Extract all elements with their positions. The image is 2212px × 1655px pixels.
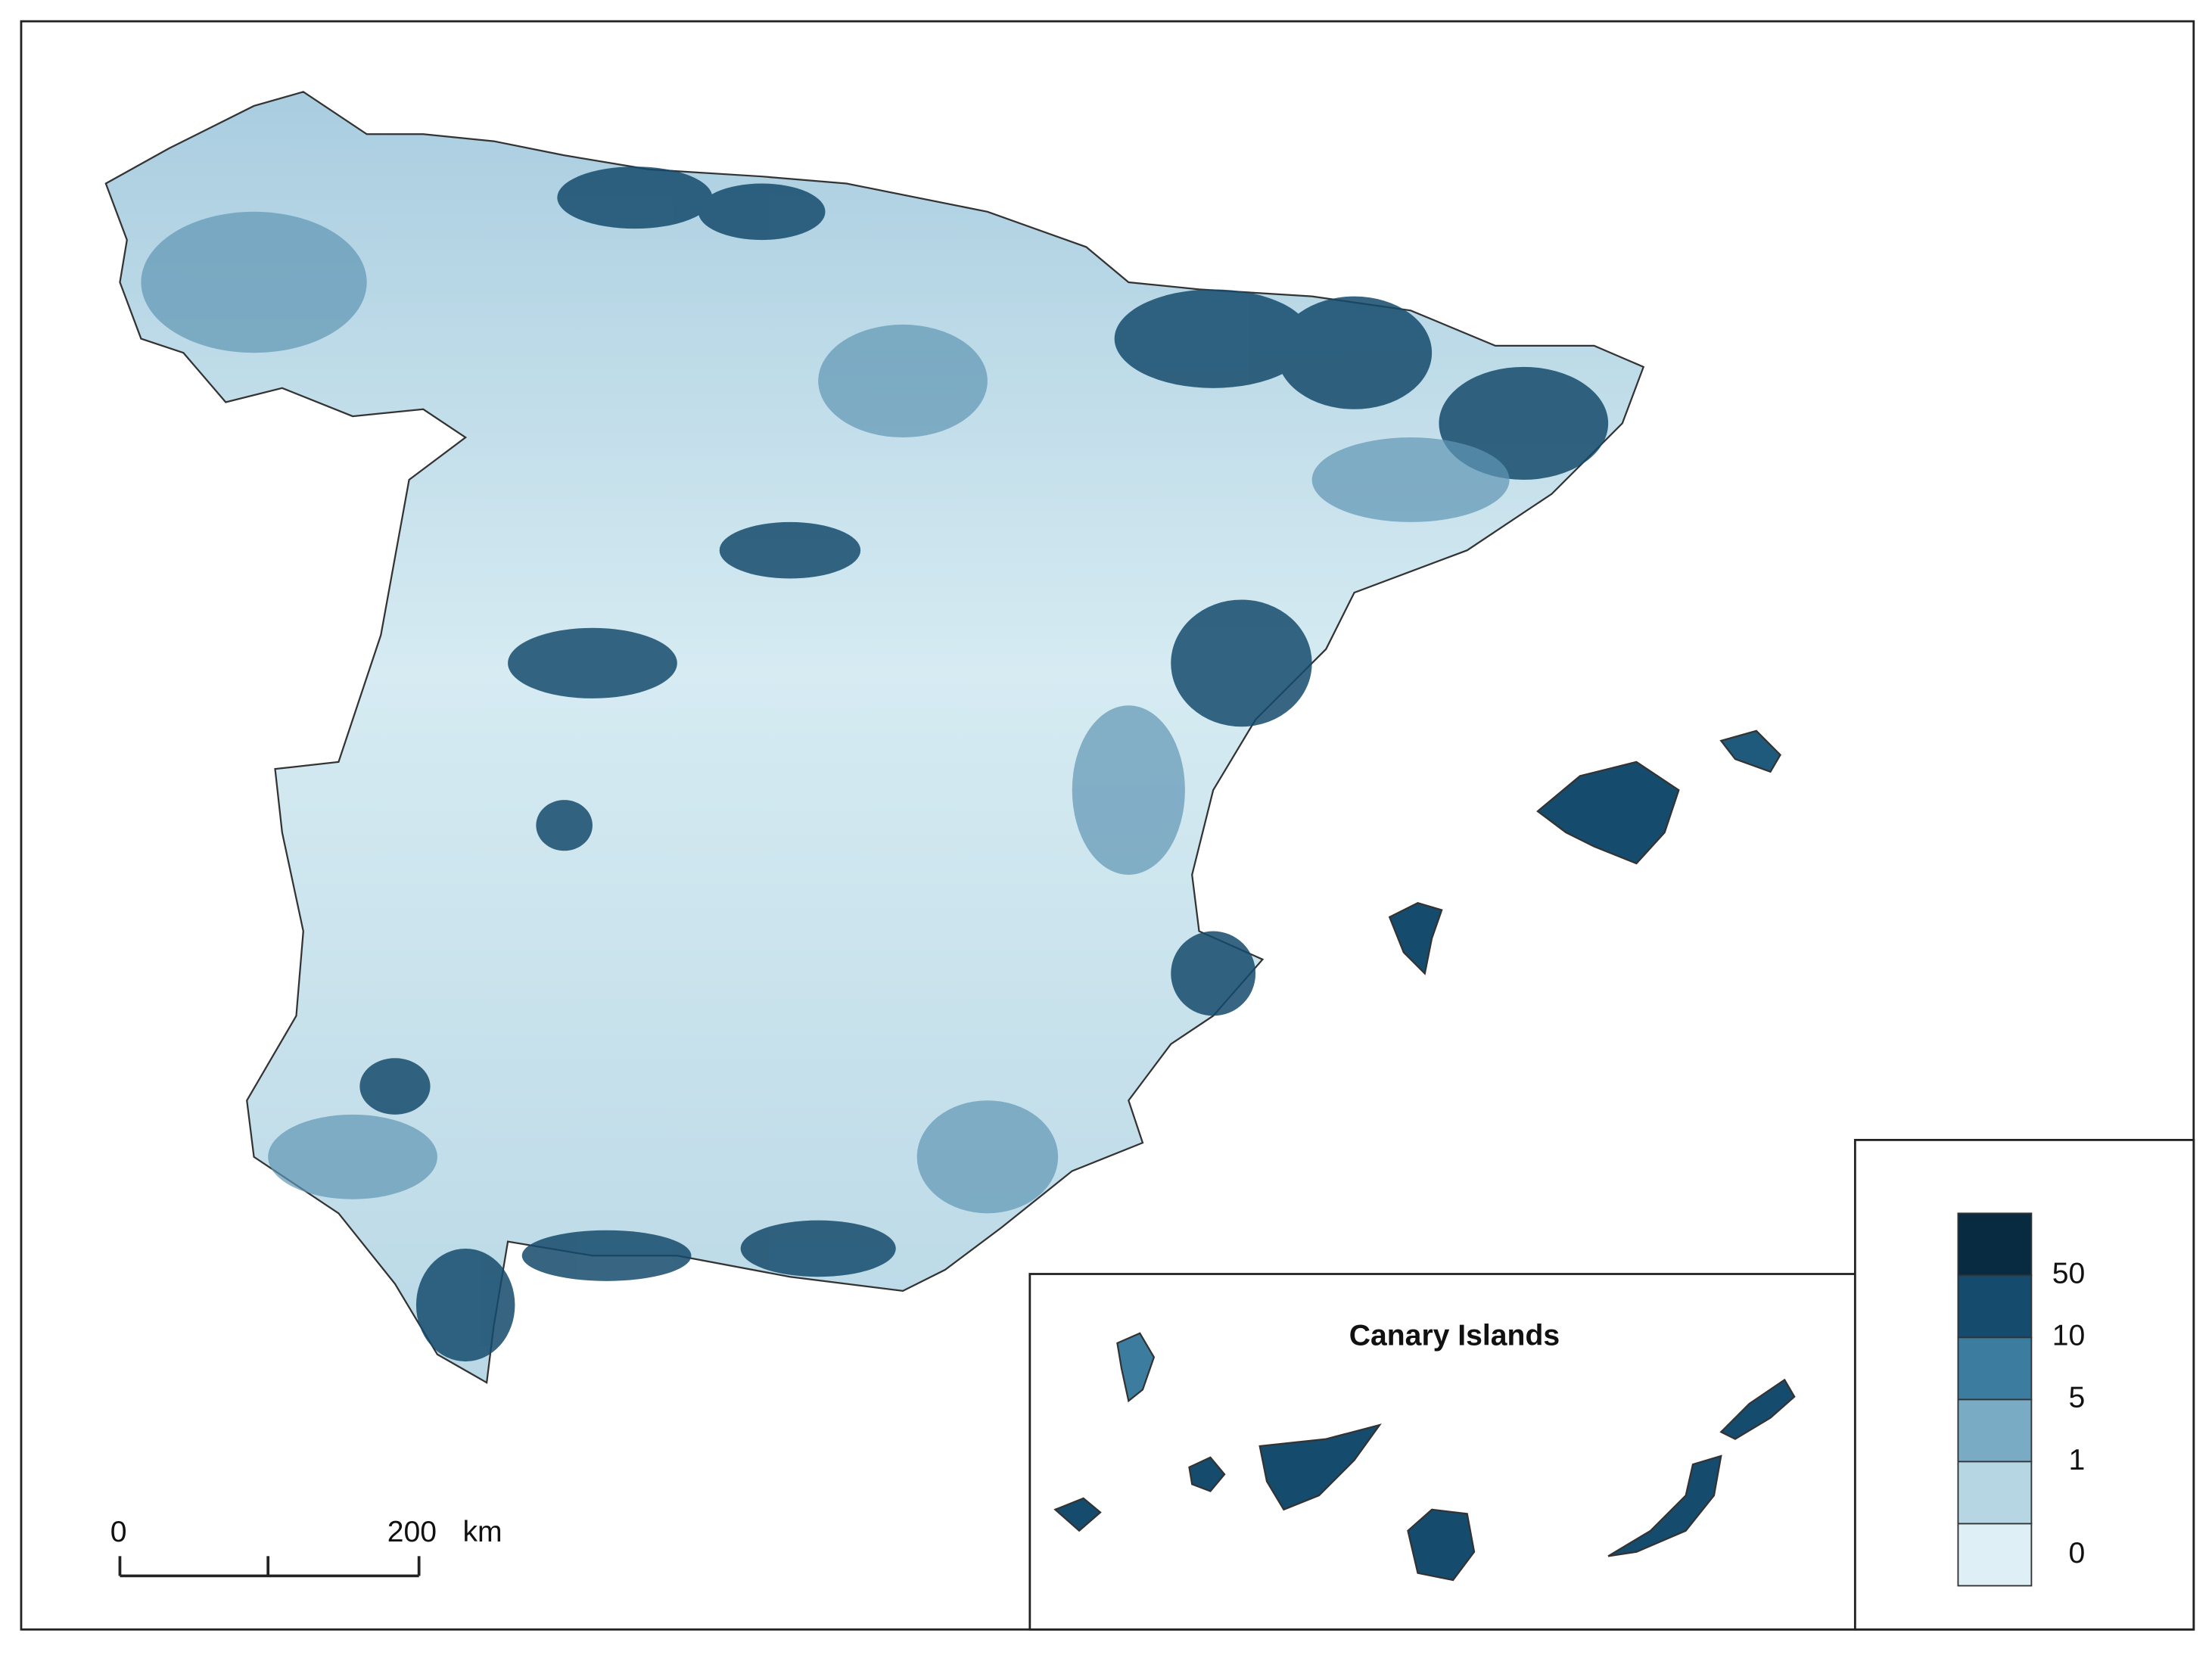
scale-unit: km [462,1516,502,1548]
legend-label: 0 [2068,1537,2085,1569]
la-palma [1116,1332,1156,1403]
legend-label: 10 [2052,1320,2086,1352]
legend-swatch [1957,1523,2033,1587]
legend-swatch [1957,1336,2033,1401]
mallorca [1536,761,1680,865]
area [1171,931,1256,1016]
legend-label: 5 [2068,1382,2085,1414]
area [1072,705,1185,875]
area [508,627,677,698]
legend-label: 1 [2068,1444,2085,1476]
area [1277,296,1433,409]
spain-mainland [104,91,1645,1384]
mid-areas [141,211,1510,1214]
el-hierro [1053,1497,1102,1532]
legend-swatch [1957,1398,2033,1463]
legend-label: 50 [2052,1258,2086,1290]
area [521,1230,692,1281]
area [719,521,861,579]
area [415,1248,515,1362]
area [359,1058,431,1115]
dark-areas [359,166,1609,1362]
area [557,166,713,229]
scale-bar: 0 200 km [110,1516,502,1578]
canary-inset: Canary Islands [1028,1273,1856,1631]
gran-canaria [1407,1508,1476,1582]
area [740,1220,896,1277]
area [698,183,826,241]
area [916,1100,1059,1214]
area [1311,437,1510,522]
fuerteventura [1607,1454,1722,1557]
legend-swatch [1957,1212,2033,1277]
area [536,800,593,851]
ibiza [1388,902,1443,975]
scale-label: 200 [387,1516,437,1548]
lanzarote [1719,1378,1796,1440]
scale-label: 0 [110,1516,127,1548]
inset-title: Canary Islands [1349,1320,1560,1352]
la-gomera [1188,1456,1226,1492]
area [1114,289,1312,388]
area [1171,599,1312,727]
tenerife [1258,1423,1382,1511]
legend-swatch [1957,1461,2033,1525]
menorca [1719,730,1781,773]
area [141,211,367,353]
mainland [104,91,1781,1384]
area [268,1114,437,1199]
area [818,324,988,438]
legend-swatch [1957,1274,2033,1339]
